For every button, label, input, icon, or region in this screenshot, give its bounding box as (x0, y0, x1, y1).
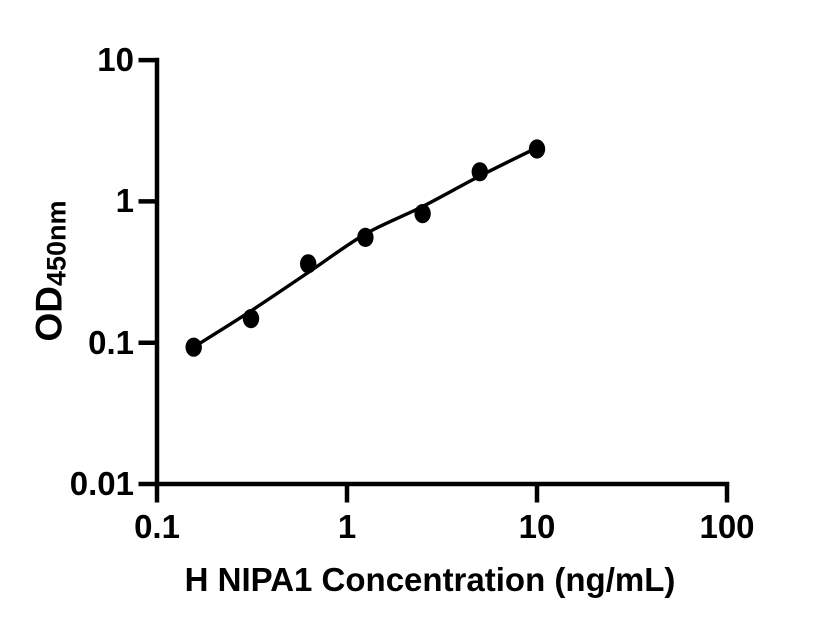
data-point-marker (185, 337, 202, 357)
axes-and-ticks (138, 57, 730, 503)
data-point-marker (357, 227, 374, 247)
y-axis-title: OD 450nm (28, 200, 72, 342)
data-point-marker (242, 309, 260, 329)
data-point-marker (300, 254, 317, 274)
data-point-marker (528, 139, 546, 159)
y-axis-title-subscript: 450nm (41, 200, 72, 287)
x-axis-title: H NIPA1 Concentration (ng/mL) (184, 561, 676, 598)
y-axis-title-main: OD (28, 286, 70, 342)
data-point-markers (185, 139, 546, 357)
data-point-marker (471, 162, 488, 182)
data-point-marker (414, 204, 431, 224)
